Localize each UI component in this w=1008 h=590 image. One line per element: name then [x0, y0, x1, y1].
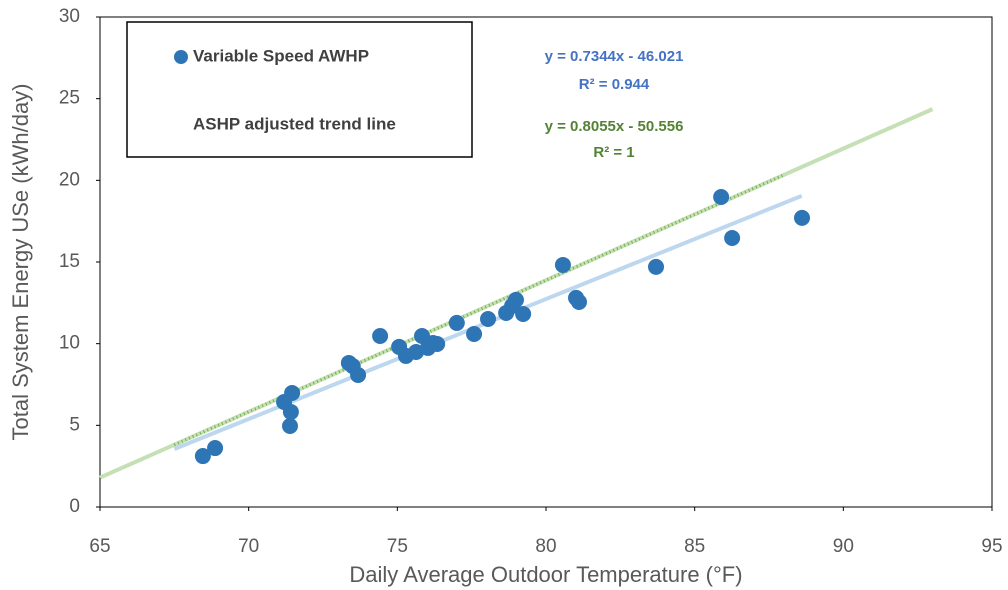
y-tick-label: 0	[69, 496, 80, 517]
legend-label: ASHP adjusted trend line	[193, 114, 396, 133]
data-point	[571, 294, 588, 311]
x-tick-label: 65	[89, 536, 110, 557]
data-point	[648, 258, 665, 275]
data-point	[194, 448, 211, 465]
annotation: R² = 0.944	[579, 76, 650, 93]
data-point	[372, 327, 389, 344]
data-point	[207, 440, 224, 457]
y-tick-label: 20	[59, 169, 80, 190]
legend-box	[126, 21, 473, 158]
annotation: y = 0.8055x - 50.556	[545, 118, 684, 135]
data-point	[284, 384, 301, 401]
annotation: R² = 1	[593, 144, 634, 161]
data-point	[554, 256, 571, 273]
data-point	[794, 209, 811, 226]
x-tick-label: 75	[387, 536, 408, 557]
x-tick-label: 80	[535, 536, 556, 557]
data-point	[466, 326, 483, 343]
legend-label: Variable Speed AWHP	[193, 46, 369, 65]
x-tick-label: 90	[833, 536, 854, 557]
y-axis-title: Total System Energy USe (kWh/day)	[8, 83, 33, 440]
y-tick-label: 10	[59, 333, 80, 354]
data-point	[281, 417, 298, 434]
y-tick-label: 15	[59, 251, 80, 272]
x-tick-label: 95	[981, 536, 1002, 557]
y-tick-label: 30	[59, 6, 80, 27]
x-tick-label: 85	[684, 536, 705, 557]
y-tick-label: 25	[59, 88, 80, 109]
data-point	[282, 403, 299, 420]
data-point	[515, 305, 532, 322]
data-point	[448, 314, 465, 331]
y-tick-label: 5	[69, 414, 80, 435]
legend-marker	[174, 50, 188, 64]
x-tick-label: 70	[238, 536, 259, 557]
data-point	[724, 229, 741, 246]
data-point	[480, 311, 497, 328]
data-point	[713, 188, 730, 205]
data-point	[429, 335, 446, 352]
data-point	[507, 291, 524, 308]
data-point	[350, 367, 367, 384]
annotation: y = 0.7344x - 46.021	[545, 48, 684, 65]
x-axis-title: Daily Average Outdoor Temperature (°F)	[349, 562, 742, 587]
